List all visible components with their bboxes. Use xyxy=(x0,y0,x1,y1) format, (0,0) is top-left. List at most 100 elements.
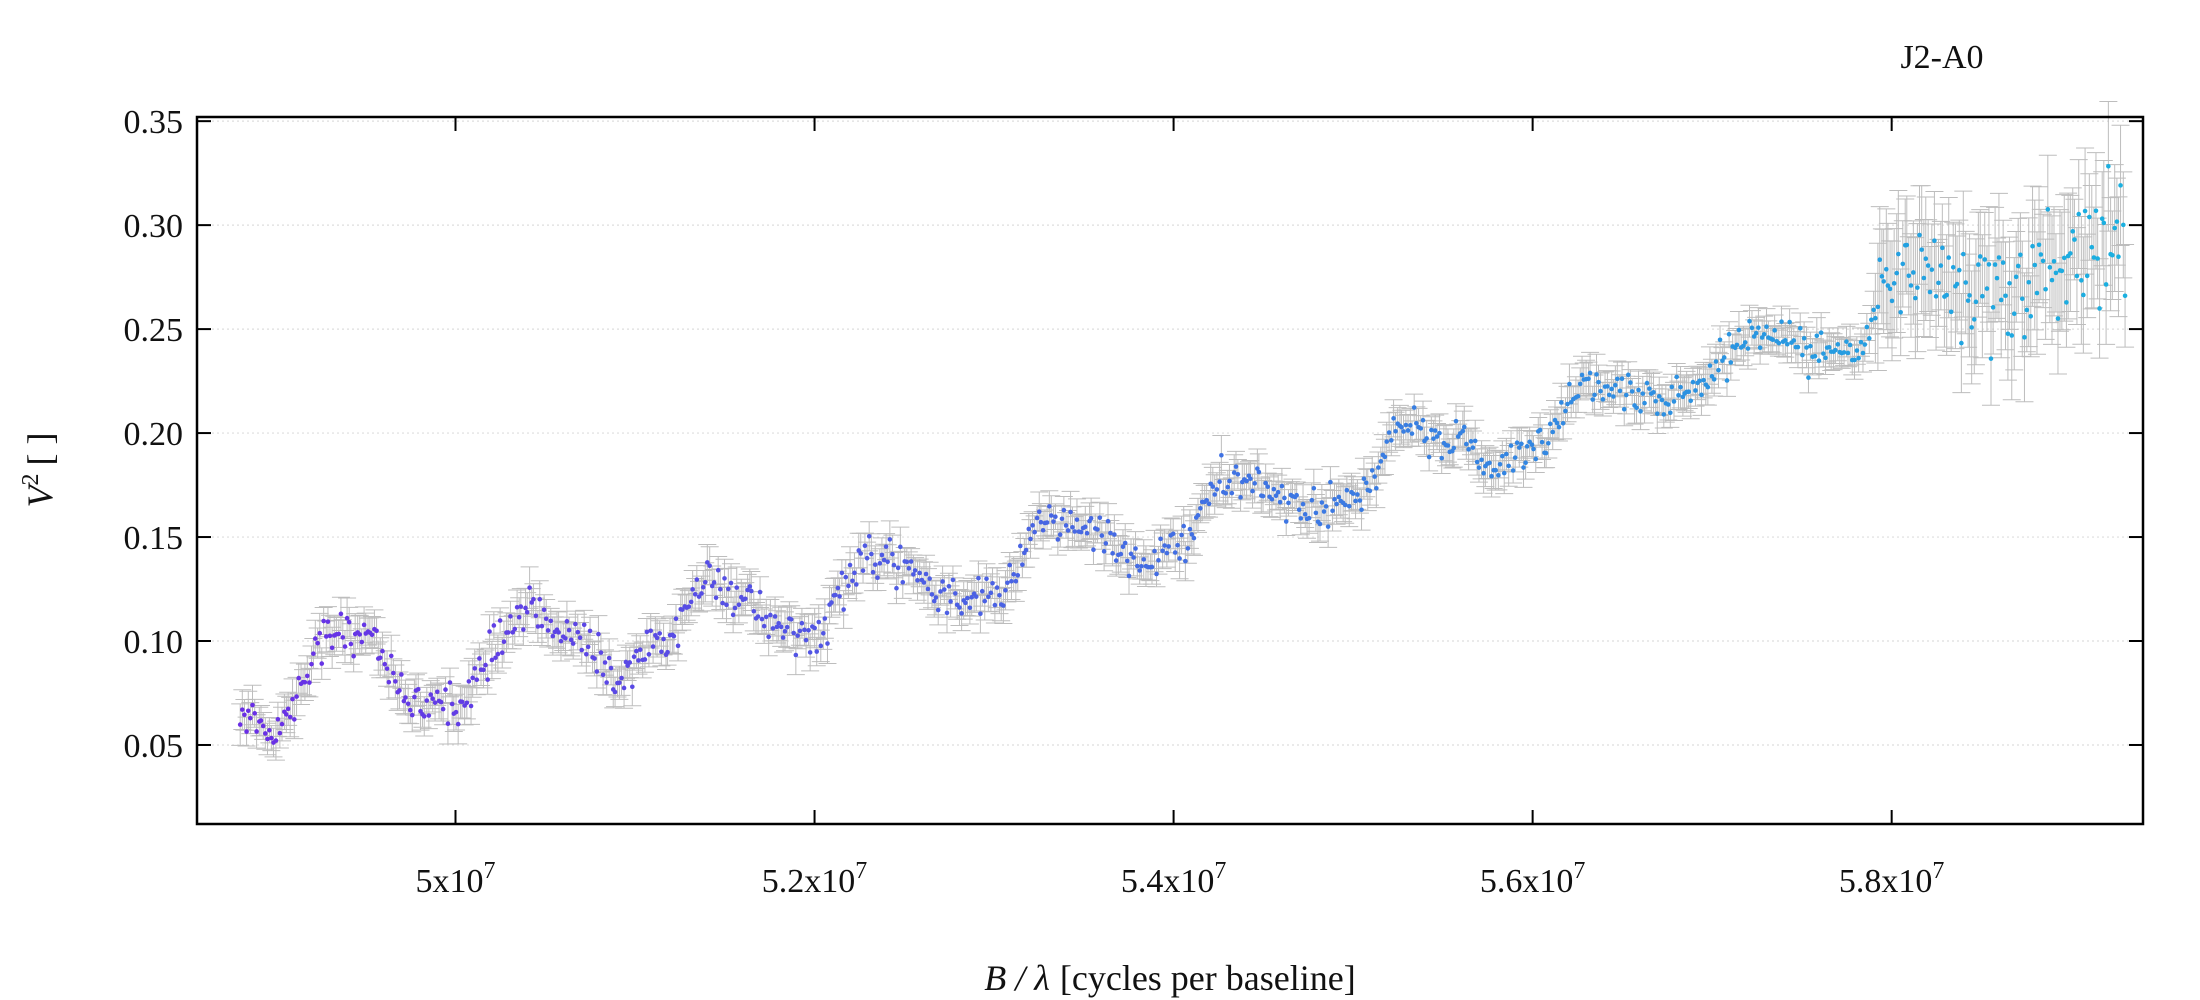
data-point xyxy=(1131,555,1136,560)
data-point xyxy=(1219,452,1224,458)
data-point xyxy=(489,657,495,663)
data-point xyxy=(1026,526,1032,532)
data-point xyxy=(1389,438,1394,443)
data-point xyxy=(1977,254,1983,259)
data-point xyxy=(1801,336,1807,341)
data-point xyxy=(1933,294,1939,299)
data-point xyxy=(1971,317,1977,322)
data-point xyxy=(317,630,323,636)
data-point xyxy=(2116,254,2121,260)
data-point xyxy=(1376,465,1381,470)
data-point xyxy=(994,585,1000,590)
data-point xyxy=(1512,455,1518,460)
data-point xyxy=(426,713,432,718)
data-point xyxy=(1860,350,1866,356)
data-point xyxy=(340,635,346,640)
data-point xyxy=(1198,506,1203,511)
data-point xyxy=(1728,360,1734,365)
data-point xyxy=(1319,500,1325,505)
data-point xyxy=(1309,497,1315,503)
data-point xyxy=(1206,501,1212,507)
data-point xyxy=(636,658,641,663)
data-point xyxy=(585,644,591,650)
data-point xyxy=(1170,531,1176,537)
data-point xyxy=(690,587,695,592)
data-point xyxy=(1644,380,1650,386)
data-point xyxy=(1330,508,1335,514)
data-point xyxy=(782,629,788,634)
data-point xyxy=(1506,463,1511,469)
data-point xyxy=(2013,274,2019,280)
data-point xyxy=(1915,285,1920,290)
data-point xyxy=(906,566,912,571)
data-point xyxy=(321,618,326,624)
data-point xyxy=(795,633,800,638)
data-point xyxy=(1336,494,1342,500)
data-point xyxy=(430,696,436,702)
data-point xyxy=(2028,314,2034,319)
data-point xyxy=(929,592,935,597)
data-point xyxy=(505,630,511,635)
data-point xyxy=(887,537,893,542)
data-point xyxy=(990,580,995,586)
data-point xyxy=(348,641,354,647)
data-point xyxy=(1238,495,1243,500)
data-point xyxy=(319,661,325,666)
x-tick-label: 5.6x107 xyxy=(1480,858,1586,900)
x-tick-label: 5.8x107 xyxy=(1839,858,1945,900)
data-point xyxy=(1940,245,1945,251)
data-point xyxy=(263,731,268,736)
data-point xyxy=(2024,307,2030,313)
data-point xyxy=(711,580,717,585)
data-point xyxy=(1122,540,1128,546)
data-point xyxy=(749,588,754,594)
data-point xyxy=(1619,376,1625,381)
data-point xyxy=(1734,342,1740,348)
data-point xyxy=(1873,315,1878,321)
data-point xyxy=(1600,397,1606,402)
data-point xyxy=(869,551,874,557)
data-point xyxy=(1596,379,1601,385)
data-point xyxy=(1818,330,1824,336)
data-point xyxy=(287,714,293,720)
data-point xyxy=(1862,342,1868,347)
data-point xyxy=(1189,532,1195,537)
data-point xyxy=(1323,504,1329,509)
data-point xyxy=(2082,208,2088,214)
data-point xyxy=(997,592,1002,598)
data-point xyxy=(1716,367,1721,373)
data-point xyxy=(772,614,778,619)
data-point xyxy=(774,624,780,630)
data-point xyxy=(1434,434,1440,439)
data-point xyxy=(935,607,941,613)
data-point xyxy=(1391,416,1396,421)
data-point xyxy=(1956,267,1962,273)
data-point xyxy=(973,594,979,599)
data-point xyxy=(252,711,258,716)
data-point xyxy=(1461,424,1467,430)
data-point xyxy=(839,570,845,576)
data-point xyxy=(1411,405,1417,410)
data-point xyxy=(1334,501,1339,507)
data-point xyxy=(1028,536,1033,542)
data-point xyxy=(424,698,430,703)
data-point xyxy=(1212,492,1218,497)
data-point xyxy=(459,699,465,705)
data-point xyxy=(1651,389,1656,395)
data-point xyxy=(1103,541,1109,546)
data-point xyxy=(1260,493,1266,499)
data-point xyxy=(501,639,507,644)
y-axis-ticks xyxy=(197,120,2143,746)
data-point xyxy=(2043,286,2048,292)
data-point xyxy=(1374,485,1379,491)
data-point xyxy=(912,568,918,573)
data-point xyxy=(267,727,272,733)
data-point xyxy=(550,633,556,639)
data-point xyxy=(646,652,652,657)
data-point xyxy=(1992,262,1998,267)
x-tick-label: 5.4x107 xyxy=(1121,858,1227,900)
data-point xyxy=(323,634,329,639)
data-point xyxy=(1311,485,1317,491)
data-point xyxy=(403,695,408,700)
data-point xyxy=(940,579,945,584)
